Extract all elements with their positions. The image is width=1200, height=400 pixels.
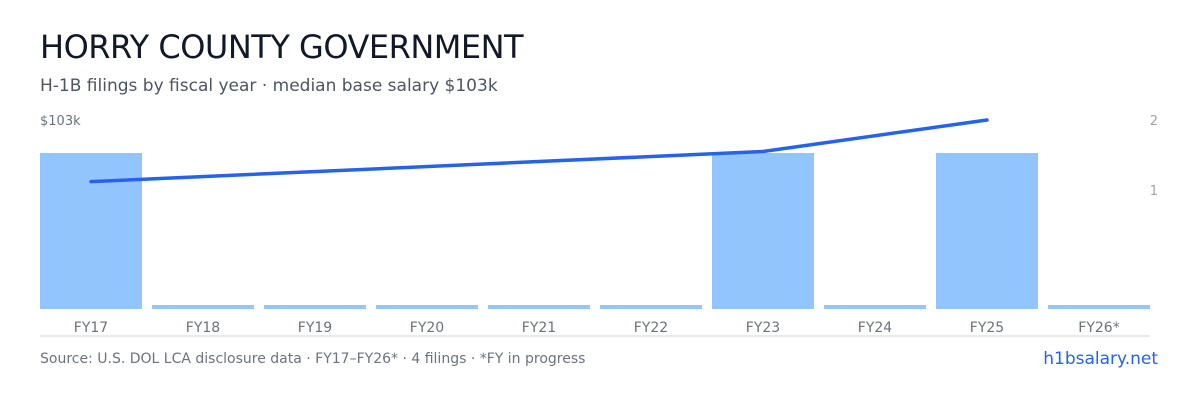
bar-fy23 xyxy=(712,153,814,309)
x-tick-label: FY21 xyxy=(522,320,556,336)
x-tick-label: FY24 xyxy=(858,320,893,336)
footer-source: Source: U.S. DOL LCA disclosure data · F… xyxy=(40,351,586,367)
x-tick-label: FY19 xyxy=(298,320,332,336)
right-axis-tick: 1 xyxy=(1150,184,1158,199)
bar-fy25 xyxy=(936,153,1038,309)
x-tick-label: FY20 xyxy=(410,320,444,336)
left-axis-label: $103k xyxy=(40,114,81,129)
bar-fy18 xyxy=(152,305,254,309)
bar-fy17 xyxy=(40,153,142,309)
bar-fy19 xyxy=(264,305,366,309)
bar-fy20 xyxy=(376,305,478,309)
x-tick-label: FY18 xyxy=(186,320,220,336)
bar-fy21 xyxy=(488,305,590,309)
x-tick-label: FY25 xyxy=(970,320,1004,336)
x-tick-label: FY23 xyxy=(746,320,780,336)
right-axis-tick: 2 xyxy=(1150,114,1158,129)
x-tick-label: FY22 xyxy=(634,320,668,336)
bar-fy26-partial xyxy=(1048,305,1150,309)
bar-fy22 xyxy=(600,305,702,309)
x-tick-label: FY17 xyxy=(74,320,108,336)
bar-fy24 xyxy=(824,305,926,309)
page-subtitle: H-1B filings by fiscal year · median bas… xyxy=(40,76,498,96)
x-tick-label: FY26* xyxy=(1078,320,1119,336)
brand-link[interactable]: h1bsalary.net xyxy=(1043,349,1158,369)
series-line xyxy=(89,118,989,184)
page-title: HORRY COUNTY GOVERNMENT xyxy=(40,28,524,66)
